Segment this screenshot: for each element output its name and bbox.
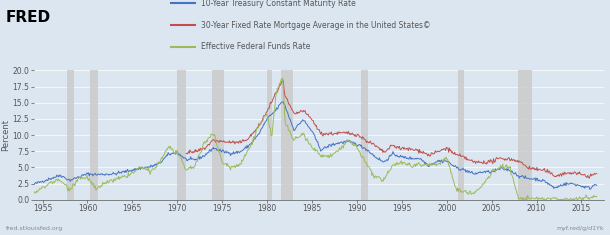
Text: FRED: FRED <box>6 10 51 25</box>
Text: 10-Year Treasury Constant Maturity Rate: 10-Year Treasury Constant Maturity Rate <box>201 0 356 8</box>
Bar <box>267 70 271 200</box>
Text: Effective Federal Funds Rate: Effective Federal Funds Rate <box>201 42 310 51</box>
Bar <box>518 70 532 200</box>
Bar <box>281 70 293 200</box>
Bar <box>212 70 224 200</box>
Y-axis label: Percent: Percent <box>1 119 10 151</box>
Text: 30-Year Fixed Rate Mortgage Average in the United States©: 30-Year Fixed Rate Mortgage Average in t… <box>201 20 431 30</box>
Bar <box>90 70 98 200</box>
Text: myf.red/g/d1Yk: myf.red/g/d1Yk <box>556 226 604 231</box>
Bar <box>361 70 368 200</box>
Bar <box>176 70 185 200</box>
Text: fred.stlouisfed.org: fred.stlouisfed.org <box>6 226 63 231</box>
Bar <box>458 70 464 200</box>
Bar <box>67 70 74 200</box>
